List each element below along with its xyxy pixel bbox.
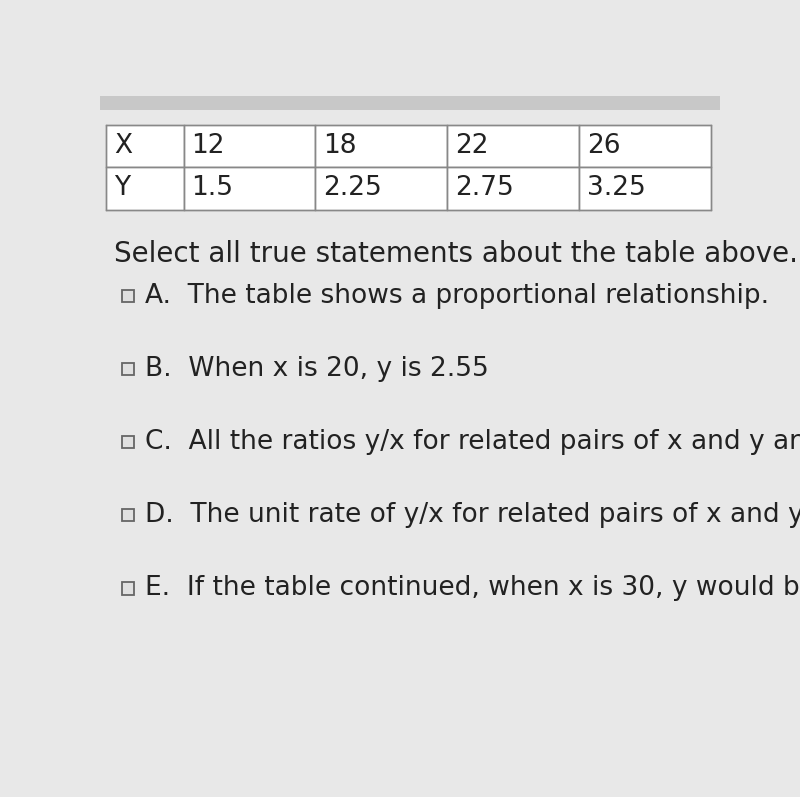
Text: 3.25: 3.25 xyxy=(586,175,646,202)
Bar xyxy=(106,125,184,167)
Bar xyxy=(122,509,134,521)
Text: 22: 22 xyxy=(455,133,489,159)
Text: 1.5: 1.5 xyxy=(191,175,234,202)
Bar xyxy=(122,436,134,448)
Text: D.  The unit rate of y/x for related pairs of x and y: D. The unit rate of y/x for related pair… xyxy=(145,502,800,528)
Bar xyxy=(122,583,134,595)
Bar xyxy=(184,125,315,167)
Text: 12: 12 xyxy=(191,133,225,159)
Text: B.  When x is 20, y is 2.55: B. When x is 20, y is 2.55 xyxy=(145,356,489,382)
Bar xyxy=(447,167,579,210)
Bar xyxy=(106,167,184,210)
Text: Select all true statements about the table above.: Select all true statements about the tab… xyxy=(114,241,798,269)
Bar xyxy=(315,167,447,210)
Text: 2.25: 2.25 xyxy=(323,175,382,202)
Bar xyxy=(122,363,134,375)
Bar xyxy=(315,125,447,167)
Text: A.  The table shows a proportional relationship.: A. The table shows a proportional relati… xyxy=(145,283,769,309)
Text: 2.75: 2.75 xyxy=(455,175,514,202)
Bar xyxy=(447,125,579,167)
Text: E.  If the table continued, when x is 30, y would be: E. If the table continued, when x is 30,… xyxy=(145,575,800,602)
Bar xyxy=(579,167,710,210)
Text: 26: 26 xyxy=(586,133,620,159)
Text: C.  All the ratios y/x for related pairs of x and y are: C. All the ratios y/x for related pairs … xyxy=(145,429,800,455)
Text: Y: Y xyxy=(114,175,130,202)
Bar xyxy=(122,289,134,302)
Bar xyxy=(100,96,720,109)
Text: X: X xyxy=(114,133,132,159)
Bar xyxy=(184,167,315,210)
Text: 18: 18 xyxy=(323,133,357,159)
Bar xyxy=(579,125,710,167)
